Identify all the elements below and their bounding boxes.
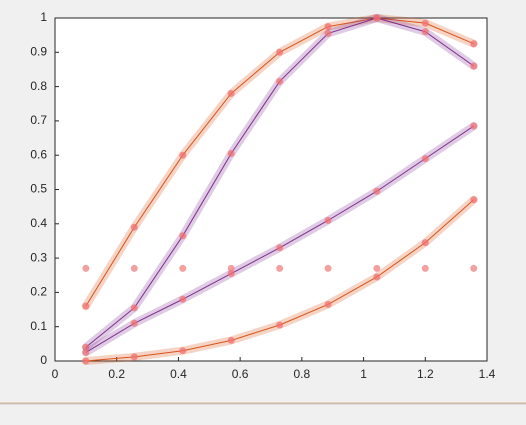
y-tick-label: 0.9 [30,44,47,58]
x-tick-label: 0 [52,367,59,381]
marker [470,122,478,130]
y-tick-label: 0.2 [30,285,47,299]
marker [276,264,284,272]
marker [276,77,284,85]
x-tick-label: 0.6 [232,367,249,381]
marker [470,264,478,272]
x-tick-label: 0.8 [294,367,311,381]
marker [324,216,332,224]
plot-area [55,18,487,361]
marker [227,270,235,278]
marker [130,264,138,272]
marker [82,343,90,351]
x-tick-label: 1 [360,367,367,381]
marker [227,89,235,97]
marker [130,304,138,312]
axes-box [54,17,488,362]
marker [82,357,90,365]
marker [130,223,138,231]
y-tick-label: 0.6 [30,147,47,161]
marker [227,264,235,272]
marker [130,319,138,327]
y-tick-label: 0.7 [30,113,47,127]
marker [276,244,284,252]
marker [324,264,332,272]
marker [421,28,429,36]
marker [421,155,429,163]
marker [179,232,187,240]
marker [373,14,381,22]
marker [373,273,381,281]
marker [179,295,187,303]
marker [227,336,235,344]
y-tick-label: 0 [40,353,47,367]
x-tick-label: 1.4 [479,367,496,381]
marker [470,62,478,70]
marker [373,187,381,195]
marker [324,29,332,37]
x-tick-label: 0.2 [108,367,125,381]
marker [470,196,478,204]
marker [324,300,332,308]
marker [130,353,138,361]
y-tick-label: 0.8 [30,79,47,93]
y-tick-label: 0.4 [30,216,47,230]
marker [179,151,187,159]
y-tick-label: 1 [40,10,47,24]
marker [421,264,429,272]
marker [276,48,284,56]
y-tick-label: 0.3 [30,250,47,264]
marker [227,149,235,157]
y-tick-label: 0.5 [30,182,47,196]
marker [82,264,90,272]
marker [179,264,187,272]
marker [82,348,90,356]
x-tick-label: 1.2 [417,367,434,381]
marker [421,239,429,247]
y-tick-label: 0.1 [30,319,47,333]
marker [421,19,429,27]
marker [82,302,90,310]
marker [179,347,187,355]
marker [324,23,332,31]
marker [373,264,381,272]
marker [276,321,284,329]
x-tick-label: 0.4 [170,367,187,381]
marker [470,40,478,48]
